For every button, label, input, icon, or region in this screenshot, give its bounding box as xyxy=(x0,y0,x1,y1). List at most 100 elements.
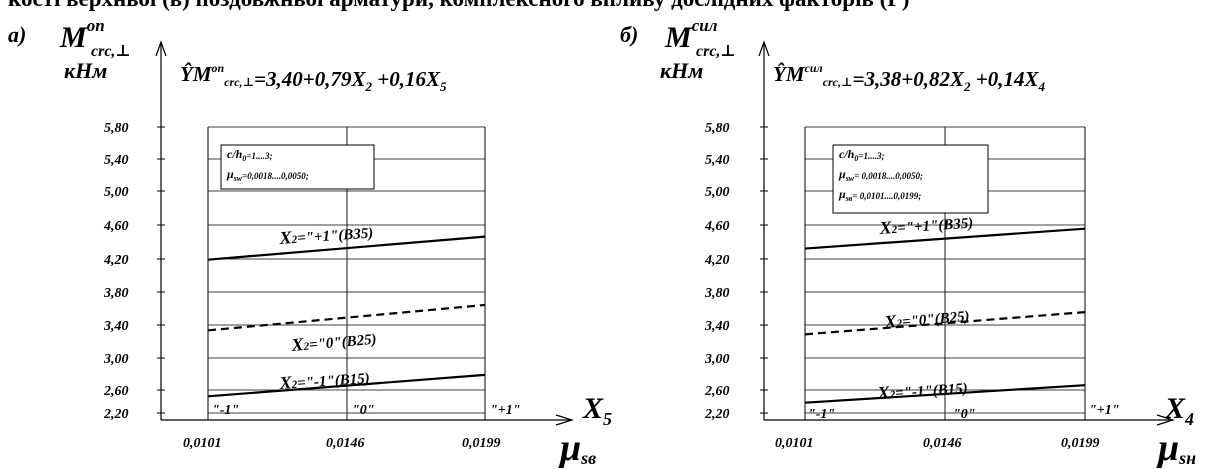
y-tick-label: 3,80 xyxy=(704,286,730,301)
series-label-symbol: X xyxy=(278,372,293,393)
series-label: X2="+1"(В35) xyxy=(278,221,374,248)
y-axis-title-subscript-text: crc,⊥ xyxy=(91,43,131,60)
coded-level-text: "0" xyxy=(953,407,976,422)
series-line-1 xyxy=(804,311,1086,336)
x-tick-text: 0,0101 xyxy=(183,436,222,451)
y-tick-text: 5,00 xyxy=(705,185,730,200)
coded-level-text: "-1" xyxy=(212,403,239,418)
conditions-line: μsw=0,0018....0,0050; xyxy=(226,167,309,183)
equation-hat-y: Ŷ xyxy=(773,62,788,86)
y-axis-title: Mсил xyxy=(664,16,718,54)
series-label: X2="-1"(В15) xyxy=(278,367,370,393)
y-tick-text: 3,40 xyxy=(103,319,129,334)
equation-hat-y: Ŷ xyxy=(180,62,195,86)
y-tick-text: 2,60 xyxy=(103,384,129,399)
y-axis-title-subscript: crc,⊥ xyxy=(91,43,131,60)
regression-equation: ŶMопcrc,⊥=3,40+0,79X2 +0,16X5 xyxy=(180,61,447,94)
conditions-subscript: sв xyxy=(845,194,853,203)
series-line-2 xyxy=(207,373,486,398)
y-tick-label: 3,00 xyxy=(704,352,730,367)
series-label-value: ="-1"(В15) xyxy=(895,381,969,402)
series-label: X2="0"(В25) xyxy=(883,305,971,332)
series-label-symbol: X xyxy=(290,334,306,355)
equation-symbol-m: M xyxy=(192,62,213,86)
series-line-1 xyxy=(207,303,486,332)
equation-terms-2: +0,16X xyxy=(372,67,441,91)
conditions-subscript: 0 xyxy=(854,154,858,163)
conditions-range: =1....3; xyxy=(858,151,884,161)
x-tick-label: 0,0199 xyxy=(462,436,501,451)
conditions-symbol: c/h xyxy=(227,147,243,161)
y-tick-label: 3,40 xyxy=(704,319,730,334)
y-tick-text: 5,80 xyxy=(705,121,730,136)
series-label-index: 2 xyxy=(302,340,310,353)
conditions-range: =1....3; xyxy=(246,151,272,161)
y-tick-text: 4,60 xyxy=(704,219,730,234)
coded-level-text: "0" xyxy=(352,403,375,418)
y-tick-text: 4,60 xyxy=(103,219,129,234)
figure-caption: кості верхньої (в) поздовжньої арматури,… xyxy=(8,0,1217,12)
coded-level-text: "+1" xyxy=(490,403,521,418)
series-label: X2="0"(В25) xyxy=(290,328,378,355)
equation-index-2: 5 xyxy=(440,79,447,94)
x-tick-text: 0,0199 xyxy=(462,436,501,451)
coded-level-text: "-1" xyxy=(808,407,835,422)
x-tick-label: 0,0146 xyxy=(923,436,962,451)
y-tick-label: 2,20 xyxy=(103,407,129,422)
y-tick-text: 5,40 xyxy=(705,153,730,168)
x-coded-factor-label: X4 xyxy=(1164,392,1194,429)
series-label-symbol: X xyxy=(876,382,891,403)
y-tick-text: 2,60 xyxy=(704,384,730,399)
y-tick-text: 3,40 xyxy=(704,319,730,334)
equation-symbol-m: M xyxy=(785,62,806,86)
x-tick-label: 0,0101 xyxy=(775,436,814,451)
y-axis-unit: кНм xyxy=(660,58,703,83)
chart-panel-b: 5,80 5,40 5,00 4,60 4,20 3,80 3,40 3,00 2,60 2,20… xyxy=(620,16,1196,469)
y-axis-unit-text: кНм xyxy=(64,58,107,83)
equation-index-1: 2 xyxy=(365,79,373,94)
y-tick-text: 3,00 xyxy=(704,352,730,367)
conditions-line: μsв= 0,0101....0,0199; xyxy=(838,187,921,203)
x-axis-arrow xyxy=(1156,414,1176,426)
y-tick-label: 2,60 xyxy=(704,384,730,399)
coded-level-label: "0" xyxy=(352,403,375,418)
conditions-subscript: sw xyxy=(233,174,243,183)
y-tick-label: 2,20 xyxy=(704,407,730,422)
series-label-symbol: X xyxy=(878,217,893,238)
equation-subscript: crc,⊥ xyxy=(224,75,254,89)
x-tick-label: 0,0146 xyxy=(326,436,365,451)
conditions-symbol: μ xyxy=(838,187,846,201)
series-line-0 xyxy=(207,235,486,261)
y-tick-label: 2,60 xyxy=(103,384,129,399)
y-tick-label: 5,40 xyxy=(104,153,129,168)
conditions-range: = 0,0018....0,0050; xyxy=(854,171,923,181)
coded-level-label: "-1" xyxy=(808,407,835,422)
coded-level-label: "-1" xyxy=(212,403,239,418)
x-axis-title-subscript: sв xyxy=(580,448,596,468)
series-label: X2="+1"(В35) xyxy=(878,211,974,238)
x-coded-factor-index: 4 xyxy=(1184,409,1194,429)
x-tick-text: 0,0146 xyxy=(923,436,962,451)
equation-index-1: 2 xyxy=(963,79,971,94)
series-label: X2="-1"(В15) xyxy=(876,377,968,403)
series-line-0 xyxy=(804,227,1086,250)
x-coded-factor-symbol: X xyxy=(1164,392,1186,425)
y-axis-title-symbol: M xyxy=(59,21,88,54)
y-tick-label: 5,80 xyxy=(104,121,129,136)
series-label-index: 2 xyxy=(290,234,298,246)
equation-subscript: crc,⊥ xyxy=(823,75,853,89)
y-tick-label: 4,20 xyxy=(103,253,129,268)
conditions-box xyxy=(832,144,989,214)
x-axis-title: μsв xyxy=(558,427,596,469)
y-tick-text: 3,80 xyxy=(103,286,129,301)
x-tick-label: 0,0199 xyxy=(1061,436,1100,451)
conditions-range: = 0,0101....0,0199; xyxy=(852,191,921,201)
panel-letter-text: б) xyxy=(620,22,638,47)
conditions-line: μsw= 0,0018....0,0050; xyxy=(838,167,923,183)
y-tick-text: 4,20 xyxy=(704,253,730,268)
y-tick-text: 2,20 xyxy=(103,407,129,422)
y-tick-label: 3,40 xyxy=(103,319,129,334)
series-label-symbol: X xyxy=(883,311,899,332)
equation-superscript: сил xyxy=(805,61,823,75)
conditions-range: =0,0018....0,0050; xyxy=(242,171,309,181)
